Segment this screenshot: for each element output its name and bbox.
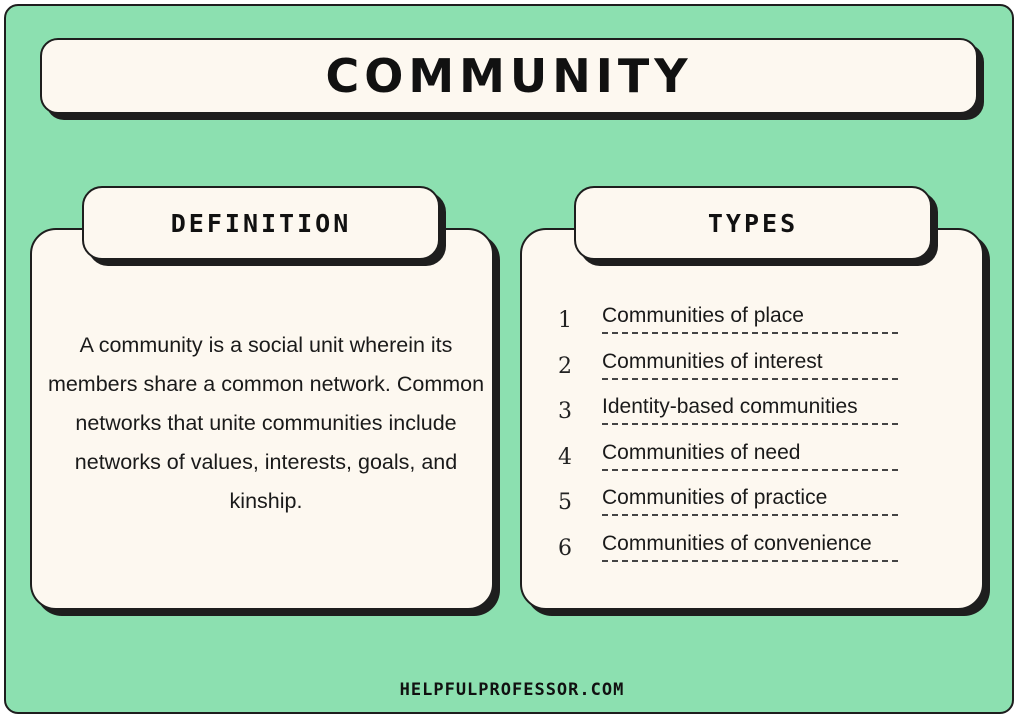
list-item: 5 Communities of practice [548,484,908,530]
item-label: Communities of need [602,441,898,471]
list-item: 1 Communities of place [548,302,908,348]
definition-panel [30,228,494,610]
footer-source: HELPFULPROFESSOR.COM [399,680,625,700]
item-number: 3 [558,399,572,424]
item-number: 6 [558,535,572,561]
types-panel [520,228,984,610]
list-item: 6 Communities of convenience [548,530,908,576]
list-item: 4 Communities of need [548,439,908,485]
item-label: Communities of place [602,304,898,334]
item-number: 2 [558,353,572,379]
definition-heading: DEFINITION [170,208,352,238]
item-label: Communities of convenience [602,532,898,562]
page-title: COMMUNITY [325,49,693,103]
types-list: 1 Communities of place 2 Communities of … [548,302,908,575]
item-label: Communities of interest [602,350,898,380]
item-number: 5 [558,490,572,515]
definition-text: A community is a social unit wherein its… [47,333,485,513]
item-number: 4 [558,444,572,470]
list-item: 2 Communities of interest [548,348,908,394]
title-banner: COMMUNITY [40,38,978,114]
types-tab: TYPES [574,186,932,260]
types-heading: TYPES [707,208,799,238]
definition-tab: DEFINITION [82,186,440,260]
item-number: 1 [558,308,572,333]
item-label: Identity-based communities [602,395,898,425]
list-item: 3 Identity-based communities [548,393,908,439]
item-label: Communities of practice [602,486,898,516]
